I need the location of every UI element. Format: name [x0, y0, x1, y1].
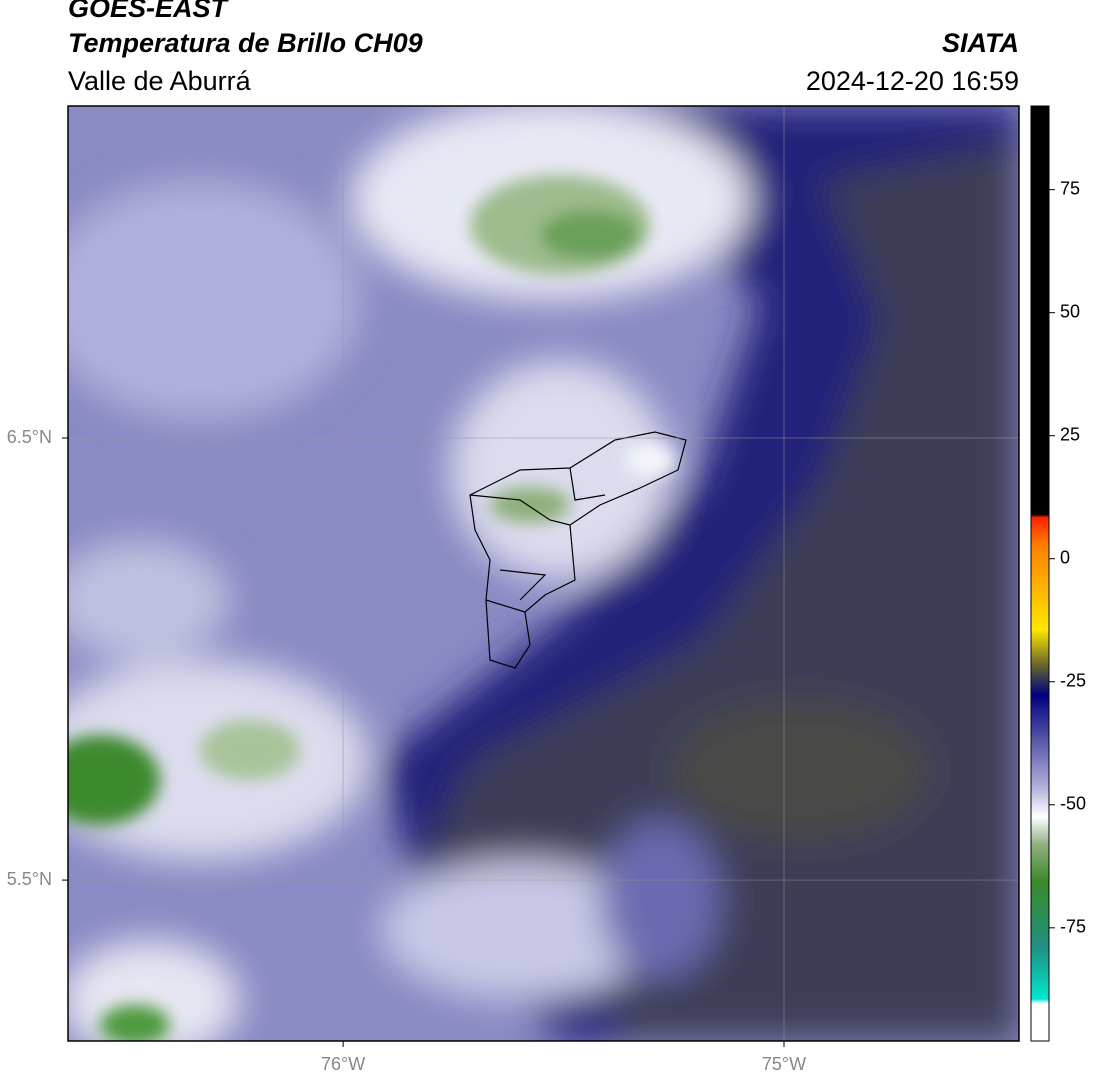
x-tick-label: 76°W: [321, 1054, 365, 1074]
colorbar-tick-label: 50: [1060, 301, 1080, 321]
source: SIATA: [942, 28, 1019, 58]
region: Valle de Aburrá: [68, 66, 252, 96]
satellite: GOES-EAST: [68, 0, 230, 23]
colorbar-tick-label: -25: [1060, 671, 1086, 691]
map-frame: [67, 105, 1020, 1042]
colorbar-tick-label: 25: [1060, 424, 1080, 444]
y-tick-label: 6.5°N: [7, 427, 52, 447]
colorbar-tick-label: -75: [1060, 917, 1086, 937]
colorbar: [1030, 105, 1050, 1042]
grid: [68, 106, 1019, 1041]
y-tick-label: 5.5°N: [7, 869, 52, 889]
colorbar-tick-label: 75: [1060, 178, 1080, 198]
datetime: 2024-12-20 16:59: [806, 66, 1019, 96]
x-tick-label: 75°W: [762, 1054, 806, 1074]
satellite-image: [68, 106, 1019, 1041]
colorbar-tick-label: -50: [1060, 794, 1086, 814]
product: Temperatura de Brillo CH09: [68, 28, 423, 58]
colorbar-tick-label: 0: [1060, 547, 1070, 567]
